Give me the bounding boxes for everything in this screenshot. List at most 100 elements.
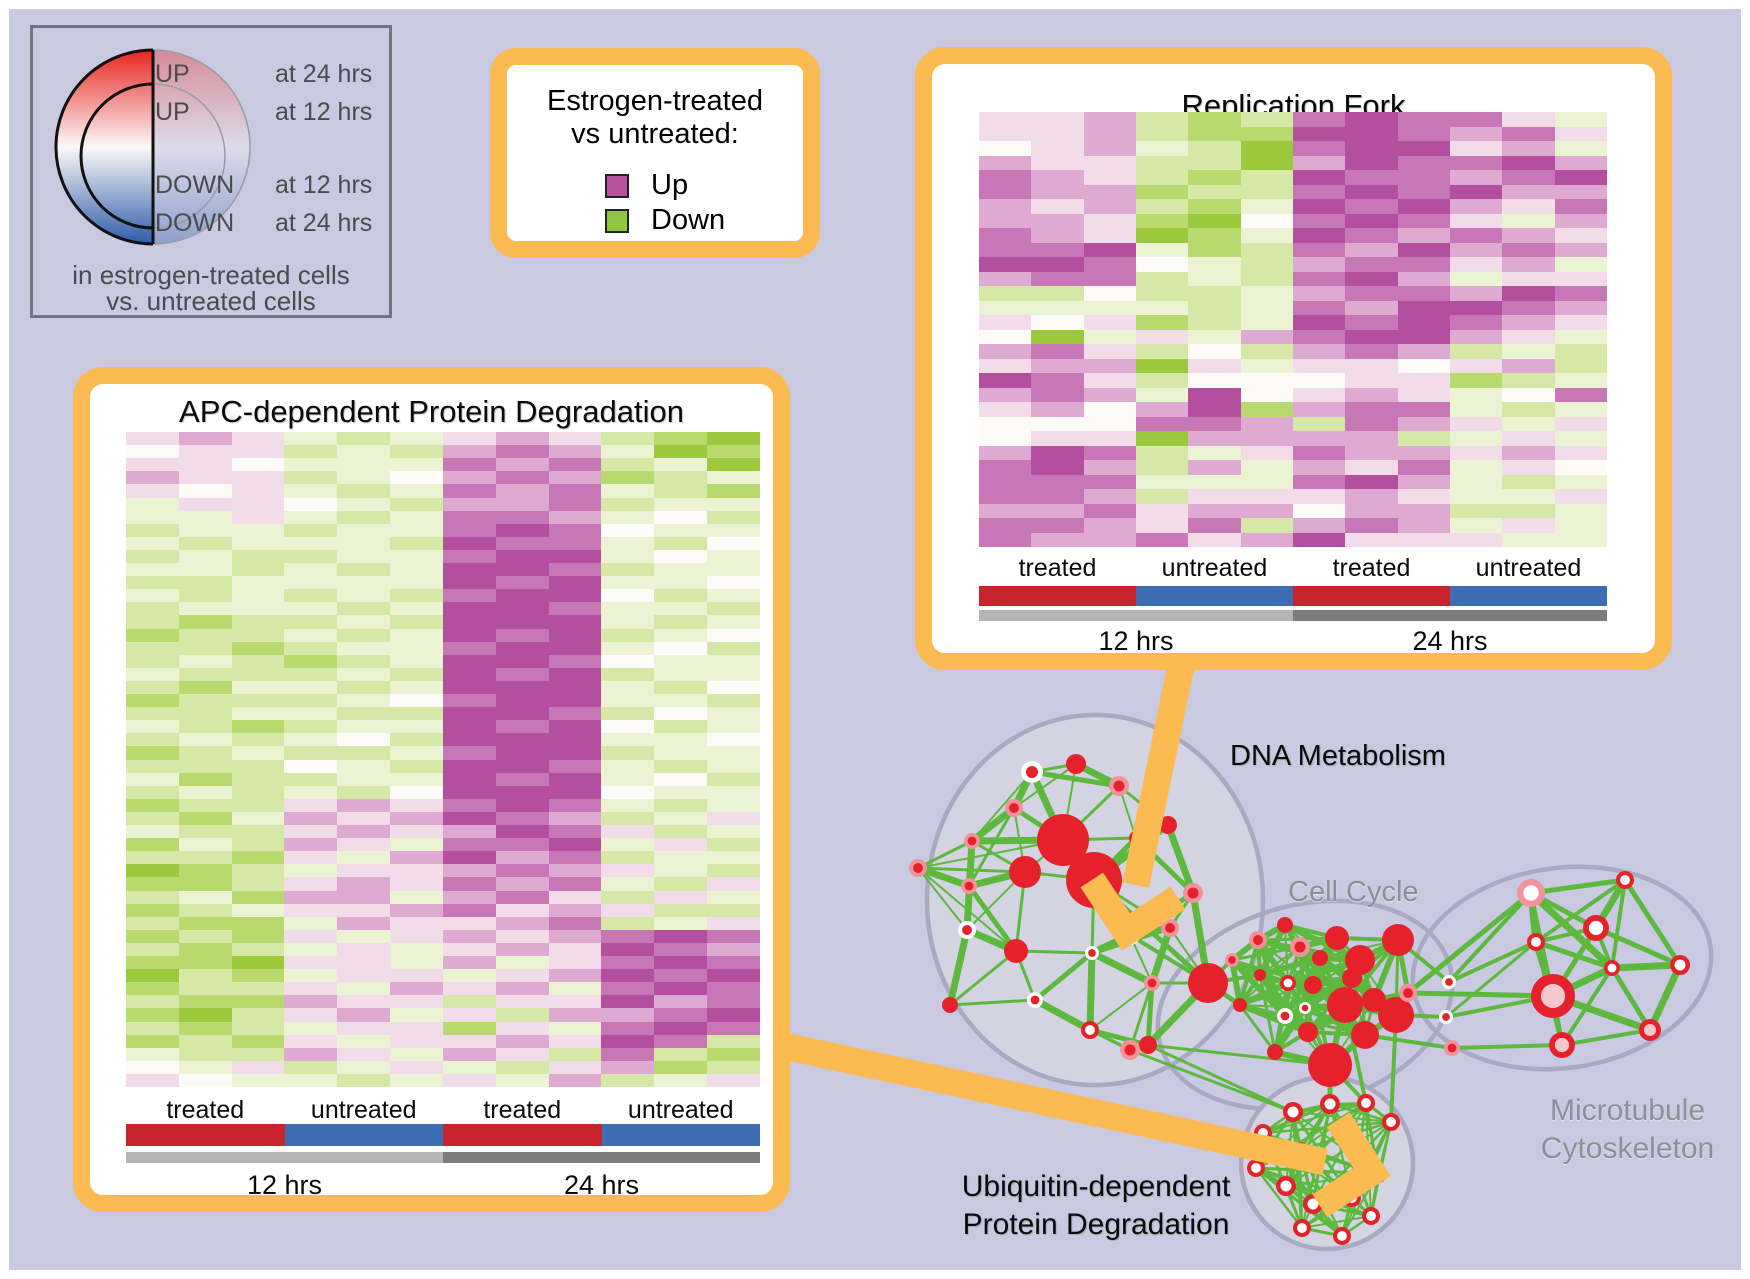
heatmap-cell — [495, 445, 549, 459]
heatmap-cell — [1397, 402, 1450, 417]
heatmap-cell — [178, 903, 232, 917]
heatmap-cell — [442, 956, 496, 970]
legend-word: UP — [155, 60, 190, 88]
heatmap-cell — [178, 877, 232, 891]
heatmap-cell — [178, 589, 232, 603]
heatmap-cell — [390, 576, 443, 590]
heatmap-cell — [979, 213, 1032, 228]
heatmap-cell — [390, 877, 443, 891]
heatmap-cell — [178, 956, 232, 970]
heatmap-cell — [231, 1021, 285, 1035]
heatmap-cell — [1240, 402, 1293, 417]
heatmap-cell — [548, 602, 602, 616]
heatmap-cell — [126, 536, 179, 550]
heatmap-cell — [495, 877, 549, 891]
heatmap-cell — [1188, 315, 1241, 330]
heatmap-cell — [495, 929, 549, 943]
heatmap-cell — [231, 510, 285, 524]
legend-word: UP — [155, 98, 190, 126]
heatmap-cell — [1449, 126, 1503, 141]
heatmap-cell — [548, 641, 602, 655]
heatmap-cell — [495, 667, 549, 681]
heatmap-cell — [1031, 474, 1084, 489]
heatmap-cell — [1397, 431, 1450, 446]
heatmap-cell — [1345, 300, 1398, 315]
heatmap-cell — [1292, 460, 1346, 475]
heatmap-cell — [548, 563, 602, 577]
heatmap-cell — [1397, 228, 1450, 243]
time-bar-segment-12 hrs — [126, 1152, 443, 1163]
heatmap-cell — [390, 641, 443, 655]
group-label-untreated: untreated — [1161, 554, 1268, 582]
heatmap-cell — [1449, 242, 1503, 257]
heatmap-cell — [442, 733, 496, 747]
treatment-bar-segment-untreated — [1450, 586, 1607, 606]
heatmap-cell — [231, 707, 285, 721]
heatmap-cell — [390, 733, 443, 747]
heatmap-cell — [495, 497, 549, 511]
heatmap-cell — [1240, 300, 1293, 315]
heatmap-cell — [1031, 460, 1084, 475]
heatmap-cell — [1031, 112, 1084, 127]
heatmap-cell — [1397, 532, 1450, 547]
heatmap-cell — [1031, 373, 1084, 388]
heatmap-cell — [178, 654, 232, 668]
heatmap-cell — [337, 445, 391, 459]
heatmap-cell — [1188, 518, 1241, 533]
heatmap-cell — [1449, 402, 1503, 417]
heatmap-cell — [1397, 184, 1450, 199]
heatmap-cell — [601, 916, 655, 930]
heatmap-cell — [1188, 199, 1241, 214]
heatmap-cell — [231, 1008, 285, 1022]
heatmap-cell — [178, 510, 232, 524]
heatmap-cell — [601, 563, 655, 577]
heatmap-cell — [178, 825, 232, 839]
apc-panel-title: APC-dependent Protein Degradation — [179, 394, 684, 429]
heatmap-cell — [126, 628, 179, 642]
heatmap-cell — [1345, 257, 1398, 272]
heatmap-cell — [495, 615, 549, 629]
heatmap-cell — [390, 471, 443, 485]
heatmap-cell — [601, 445, 655, 459]
heatmap-cell — [390, 1034, 443, 1048]
heatmap-cell — [1240, 155, 1293, 170]
heatmap-cell — [284, 733, 338, 747]
heatmap-cell — [495, 890, 549, 904]
heatmap-cell — [442, 969, 496, 983]
heatmap-cell — [548, 484, 602, 498]
heatmap-cell — [442, 458, 496, 472]
heatmap-cell — [495, 785, 549, 799]
heatmap-cell — [126, 549, 179, 563]
heatmap-cell — [178, 1021, 232, 1035]
heatmap-cell — [979, 170, 1032, 185]
heatmap-cell — [601, 746, 655, 760]
cluster-label-dna-metabolism: DNA Metabolism — [1230, 740, 1446, 772]
heatmap-cell — [707, 667, 760, 681]
heatmap-cell — [548, 785, 602, 799]
heatmap-cell — [548, 523, 602, 537]
heatmap-cell — [284, 510, 338, 524]
heatmap-cell — [284, 890, 338, 904]
heatmap-cell — [707, 707, 760, 721]
heatmap-cell — [707, 576, 760, 590]
time-label-12-hrs: 12 hrs — [1098, 626, 1174, 656]
heatmap-cell — [1397, 518, 1450, 533]
heatmap-cell — [231, 929, 285, 943]
heatmap-cell — [601, 602, 655, 616]
heatmap-cell — [178, 432, 232, 446]
heatmap-cell — [1397, 286, 1450, 301]
heatmap-cell — [337, 956, 391, 970]
heatmap-cell — [337, 1008, 391, 1022]
cluster-label-microtubule-cytoskeleton: Microtubule Cytoskeleton — [1495, 1092, 1750, 1168]
heatmap-cell — [1083, 358, 1136, 373]
heatmap-cell — [1031, 358, 1084, 373]
heatmap-cell — [390, 890, 443, 904]
heatmap-cell — [1292, 242, 1346, 257]
heatmap-cell — [1397, 155, 1450, 170]
heatmap-cell — [126, 851, 179, 865]
legend-time: at 12 hrs — [275, 98, 373, 126]
heatmap-cell — [178, 484, 232, 498]
heatmap-cell — [1449, 474, 1503, 489]
heatmap-cell — [979, 460, 1032, 475]
